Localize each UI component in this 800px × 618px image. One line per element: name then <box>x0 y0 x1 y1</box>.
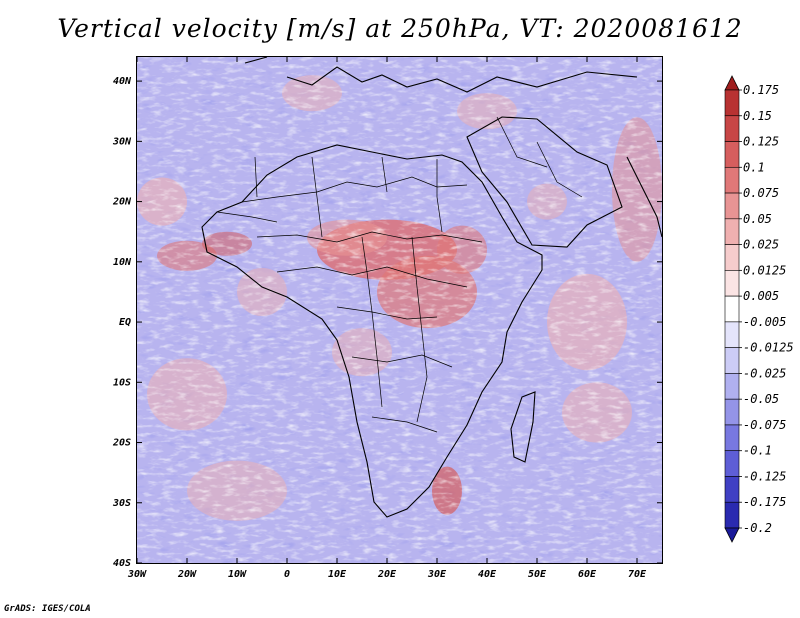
field-texture-light <box>137 57 662 563</box>
colorbar-swatch <box>724 141 740 168</box>
colorbar-swatch <box>724 424 740 452</box>
chart-title: Vertical velocity [m/s] at 250hPa, VT: 2… <box>57 14 743 43</box>
arabia-coastline <box>466 116 623 248</box>
map-panel: 30W 20W 10W 0 10E 20E 30E 40E 50E 60E 70E 40N 30N 20… <box>112 56 663 580</box>
colorbar-swatch <box>724 244 740 271</box>
x-tick-label: 20W <box>177 569 197 580</box>
colorbar-swatch <box>724 373 740 400</box>
colorbar-swatch <box>724 398 740 426</box>
colorbar-label: -0.2 <box>743 521 772 535</box>
colorbar-swatch <box>724 501 740 529</box>
x-tick-label: 30E <box>427 569 447 580</box>
colorbar-label: -0.175 <box>743 495 786 509</box>
colorbar-swatch <box>724 89 740 117</box>
colorbar-min-arrow <box>724 527 740 543</box>
y-tick-label: 10S <box>113 377 131 388</box>
colorbar-swatch <box>724 192 740 220</box>
colorbar-label: -0.0125 <box>743 341 794 355</box>
y-tick-label: 40N <box>113 76 132 87</box>
colorbar-swatch <box>724 115 740 142</box>
x-tick-label: 10E <box>328 569 347 580</box>
colorbar-label: 0.125 <box>743 135 779 149</box>
colorbar-swatch <box>724 270 740 297</box>
colorbar-swatch <box>724 166 740 194</box>
x-tick-label: 50E <box>528 569 547 580</box>
coastline-outline <box>201 57 662 518</box>
y-tick-label: 20N <box>112 197 132 208</box>
y-tick-label: 20S <box>112 438 131 449</box>
colorbar-swatch <box>724 476 740 503</box>
madagascar-coastline <box>510 391 536 463</box>
x-tick-label: 20E <box>377 569 397 580</box>
x-tick-label: 10W <box>228 569 247 580</box>
y-tick-label: 30N <box>112 136 132 147</box>
colorbar-swatch <box>724 450 740 477</box>
colorbar-label: 0.175 <box>743 83 779 97</box>
colorbar-swatch <box>724 218 740 245</box>
colorbar-swatch <box>724 347 740 374</box>
colorbar-label: -0.005 <box>743 315 786 329</box>
y-axis: 40N 30N 20N 10N EQ 10S 20S 30S 40S <box>112 76 662 569</box>
colorbar-label: 0.15 <box>743 109 772 123</box>
colorbar-max-arrow <box>724 75 740 91</box>
colorbar-label: -0.075 <box>743 418 786 432</box>
colorbar-swatch <box>724 295 740 323</box>
colorbar: 0.175 0.15 0.125 0.1 0.075 0.05 0.025 0.0125 0.0… <box>724 75 794 543</box>
x-tick-label: 0 <box>284 569 290 580</box>
colorbar-label: -0.05 <box>743 392 779 406</box>
x-tick-label: 60E <box>578 569 597 580</box>
x-axis: 30W 20W 10W 0 10E 20E 30E 40E 50E 60E 70E <box>127 57 647 580</box>
y-tick-label: EQ <box>119 317 131 328</box>
colorbar-label: 0.0125 <box>743 263 786 277</box>
colorbar-label: 0.1 <box>743 160 765 174</box>
colorbar-label: -0.125 <box>743 469 786 483</box>
credit-label: GrADS: IGES/COLA <box>4 604 91 614</box>
x-tick-label: 30W <box>127 569 147 580</box>
country-borders <box>216 116 583 433</box>
x-tick-label: 40E <box>478 569 497 580</box>
india-coastline <box>626 156 662 238</box>
colorbar-label: 0.05 <box>743 212 772 226</box>
colorbar-label: -0.1 <box>743 444 772 458</box>
colorbar-label: 0.025 <box>743 238 779 252</box>
y-tick-label: 10N <box>113 257 132 268</box>
colorbar-label: -0.025 <box>743 366 786 380</box>
x-tick-label: 70E <box>628 569 647 580</box>
colorbar-label: 0.005 <box>743 289 779 303</box>
africa-coastline <box>201 144 543 518</box>
colorbar-swatch <box>724 321 740 348</box>
map-plot: 30W 20W 10W 0 10E 20E 30E 40E 50E 60E 70E 40N 30N 20… <box>112 57 662 580</box>
y-tick-label: 30S <box>112 498 131 509</box>
europe-coastline <box>244 57 638 93</box>
y-tick-label: 40S <box>113 558 131 569</box>
colorbar-label: 0.075 <box>743 186 779 200</box>
